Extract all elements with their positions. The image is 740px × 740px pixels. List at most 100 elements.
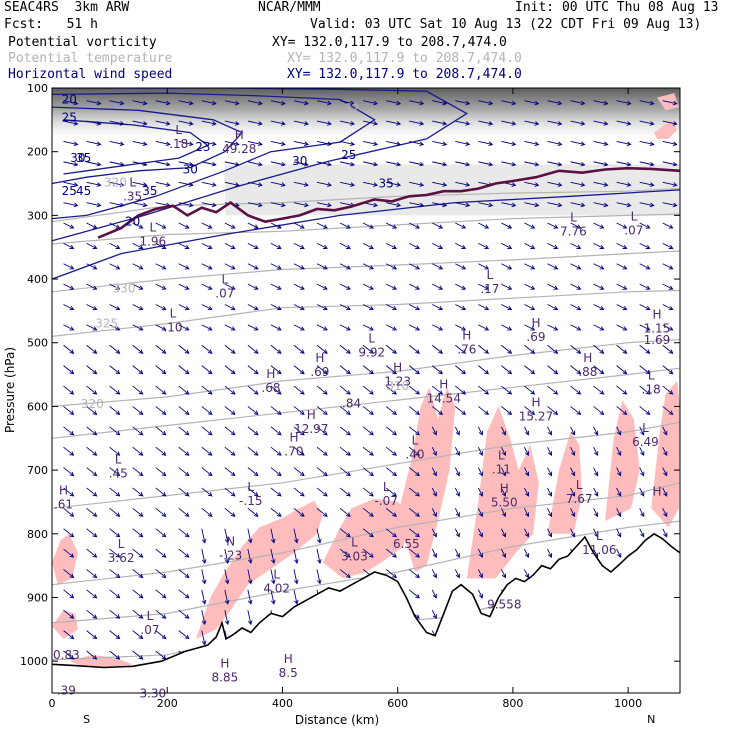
wind-vector: [63, 324, 74, 331]
wind-vector-head: [576, 410, 582, 415]
wind-vector: [224, 487, 236, 497]
wind-vector-head: [599, 326, 605, 331]
wind-vector-head: [415, 285, 421, 290]
extremum-value-label: .39: [57, 683, 76, 697]
wind-vector: [178, 242, 189, 249]
wind-vector: [570, 161, 585, 166]
wind-vector: [293, 569, 298, 584]
wind-vector: [224, 406, 236, 415]
wind-vector-head: [484, 390, 490, 395]
wind-vector: [385, 324, 397, 331]
y-tick-label: 500: [27, 337, 48, 350]
wind-vector: [270, 406, 282, 415]
extremum-value-label: .35: [123, 190, 142, 204]
extremum-type-label: H: [393, 360, 402, 374]
wind-vector-head: [346, 326, 351, 331]
wind-vector: [385, 263, 397, 270]
extremum-value-label: .69: [310, 365, 329, 379]
wind-vector-head: [511, 100, 517, 106]
wind-vector-head: [346, 532, 351, 538]
wind-vector-head: [415, 471, 420, 477]
wind-vector-head: [253, 430, 259, 436]
wind-vector-head: [599, 265, 605, 270]
wind-vector: [432, 100, 447, 105]
wind-vector: [639, 344, 650, 354]
wind-vector-head: [524, 471, 530, 477]
plot-area: [52, 88, 680, 693]
wind-vector: [547, 141, 562, 145]
wind-vector: [224, 263, 236, 270]
wind-vector: [593, 263, 604, 270]
wind-vector: [570, 385, 581, 395]
wind-vector-head: [69, 532, 75, 538]
wind-vector: [639, 304, 650, 310]
wind-vector-head: [524, 553, 530, 558]
wind-vector-head: [547, 430, 553, 436]
wind-vector-head: [603, 141, 609, 147]
wind-vector-head: [234, 100, 240, 106]
extremum-type-label: H: [531, 395, 540, 409]
wind-vector-head: [184, 553, 190, 558]
wind-vector: [339, 324, 351, 331]
wind-vector: [639, 426, 645, 436]
wind-vector: [293, 406, 305, 415]
wind-vector-head: [640, 532, 645, 538]
wind-vector: [454, 487, 460, 497]
wind-vector: [178, 120, 193, 125]
wind-vector-head: [323, 430, 328, 436]
wind-vector-head: [96, 100, 102, 106]
wind-vector: [201, 589, 206, 604]
wind-vector: [639, 100, 654, 105]
wind-vector-head: [280, 100, 286, 106]
wind-vector-head: [346, 390, 351, 395]
wind-vector-head: [392, 369, 397, 375]
pv-shade-region: [654, 119, 678, 139]
wind-vector: [362, 406, 374, 415]
x-end-label-south: S: [83, 713, 90, 726]
wind-vector: [570, 100, 585, 105]
wind-vector: [570, 344, 581, 354]
wind-vector: [432, 304, 443, 310]
wind-vector-head: [142, 182, 148, 187]
wind-vector-head: [484, 265, 490, 270]
wind-vector: [247, 385, 259, 395]
wind-vector: [178, 202, 193, 207]
extremum-type-label: L: [247, 480, 254, 494]
wind-vector-head: [511, 121, 517, 126]
theta-contour: [52, 367, 680, 439]
wind-vector: [455, 304, 466, 310]
wind-vector-head: [184, 573, 190, 579]
wind-vector: [132, 344, 143, 354]
wind-vector-head: [369, 349, 374, 354]
wind-vector: [201, 385, 213, 395]
wind-vector: [109, 120, 124, 125]
wind-vector-head: [230, 349, 236, 354]
wind-vector: [270, 548, 275, 564]
wind-vector-head: [419, 202, 425, 208]
wind-vector: [662, 141, 677, 145]
wind-vector: [362, 507, 374, 517]
wind-vector: [155, 222, 166, 229]
wind-vector-head: [119, 202, 125, 208]
wind-vector: [432, 181, 447, 186]
wind-speed-label: 25: [62, 110, 77, 124]
wind-vector: [432, 283, 443, 290]
wind-vector-head: [69, 655, 75, 660]
wind-vector: [316, 242, 328, 249]
wind-vector: [500, 528, 506, 537]
wind-vector-head: [327, 202, 332, 208]
wind-vector: [431, 528, 437, 537]
wind-vector-head: [392, 471, 397, 477]
wind-vector-head: [230, 492, 236, 497]
wind-vector: [247, 263, 259, 270]
wind-vector-head: [73, 202, 79, 208]
wind-vector: [86, 304, 97, 310]
wind-vector-head: [317, 579, 322, 585]
wind-vector-head: [115, 349, 121, 354]
wind-vector: [270, 304, 282, 310]
wind-vector-head: [161, 349, 167, 354]
wind-vector-head: [415, 573, 420, 579]
wind-vector: [455, 365, 466, 375]
wind-vector-head: [138, 285, 144, 290]
wind-vector-head: [553, 349, 559, 354]
